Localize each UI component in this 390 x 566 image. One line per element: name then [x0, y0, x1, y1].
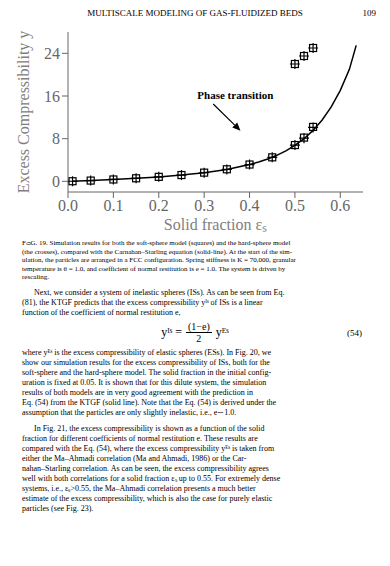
svg-text:24: 24 [44, 45, 60, 62]
svg-text:0.2: 0.2 [149, 197, 169, 214]
html-text:well with both correlations fo: well with both correlations for a solid … [22, 473, 281, 483]
html-text:estimate of the excess compres: estimate of the excess compressibility, … [22, 493, 273, 503]
html-text:(81), the KTGF predicts that t: (81), the KTGF predicts that the excess … [22, 297, 263, 307]
svg-text:0: 0 [52, 173, 60, 190]
svg-text:0.1: 0.1 [103, 197, 123, 214]
html-text:where yᴱˢ is the excess compre: where yᴱˢ is the excess compressibility … [22, 347, 277, 417]
html-text:Next, we consider a system of: Next, we consider a system of inelastic … [34, 287, 285, 297]
html-text:systems, i.e., εₛ>0.55, the Ma: systems, i.e., εₛ>0.55, the Ma–Ahmadi co… [22, 483, 256, 493]
svg-text:Phase transition: Phase transition [197, 89, 273, 101]
html-text:In Fig. 21, the excess compres: In Fig. 21, the excess compressibility i… [34, 423, 265, 433]
svg-text:8: 8 [52, 130, 60, 147]
html-text:function of the coefficient of: function of the coefficient of normal re… [22, 307, 181, 317]
svg-text:16: 16 [44, 88, 60, 105]
svg-text:0.3: 0.3 [194, 197, 214, 214]
svg-text:0.5: 0.5 [285, 197, 305, 214]
html-text:nahan–Starling correlation. As: nahan–Starling correlation. As can be se… [22, 463, 269, 473]
svg-text:Excess Compressibility y: Excess Compressibility y [15, 31, 33, 194]
html-text:fraction for different coeffic: fraction for different coefficients of n… [22, 433, 258, 443]
html-text:(1−e): (1−e) [188, 321, 210, 332]
html-text:2: 2 [196, 333, 202, 344]
html-text:109: 109 [362, 8, 376, 18]
svg-text:0.0: 0.0 [58, 197, 78, 214]
html-text:yᴱˢ: yᴱˢ [215, 325, 229, 339]
svg-text:0.4: 0.4 [240, 197, 260, 214]
svg-text:Solid fraction εₛ: Solid fraction εₛ [164, 216, 267, 233]
html-text:either the Ma–Ahmadi correlati: either the Ma–Ahmadi correlation (Ma and… [22, 453, 247, 463]
html-text:yᴵˢ =: yᴵˢ = [161, 325, 182, 339]
html-text:MULTISCALE MODELING OF GAS-FLU: MULTISCALE MODELING OF GAS-FLUIDIZED BED… [87, 8, 303, 18]
html-text:particles (see Fig. 23).: particles (see Fig. 23). [22, 503, 94, 513]
html-text:FᴞG. 19. Simulation results fo: FᴞG. 19. Simulation results for both the… [22, 239, 296, 281]
html-text:compared with the Eq. (54), wh: compared with the Eq. (54), where the ex… [22, 443, 275, 453]
html-text:(54): (54) [347, 327, 362, 338]
svg-text:0.6: 0.6 [330, 197, 350, 214]
